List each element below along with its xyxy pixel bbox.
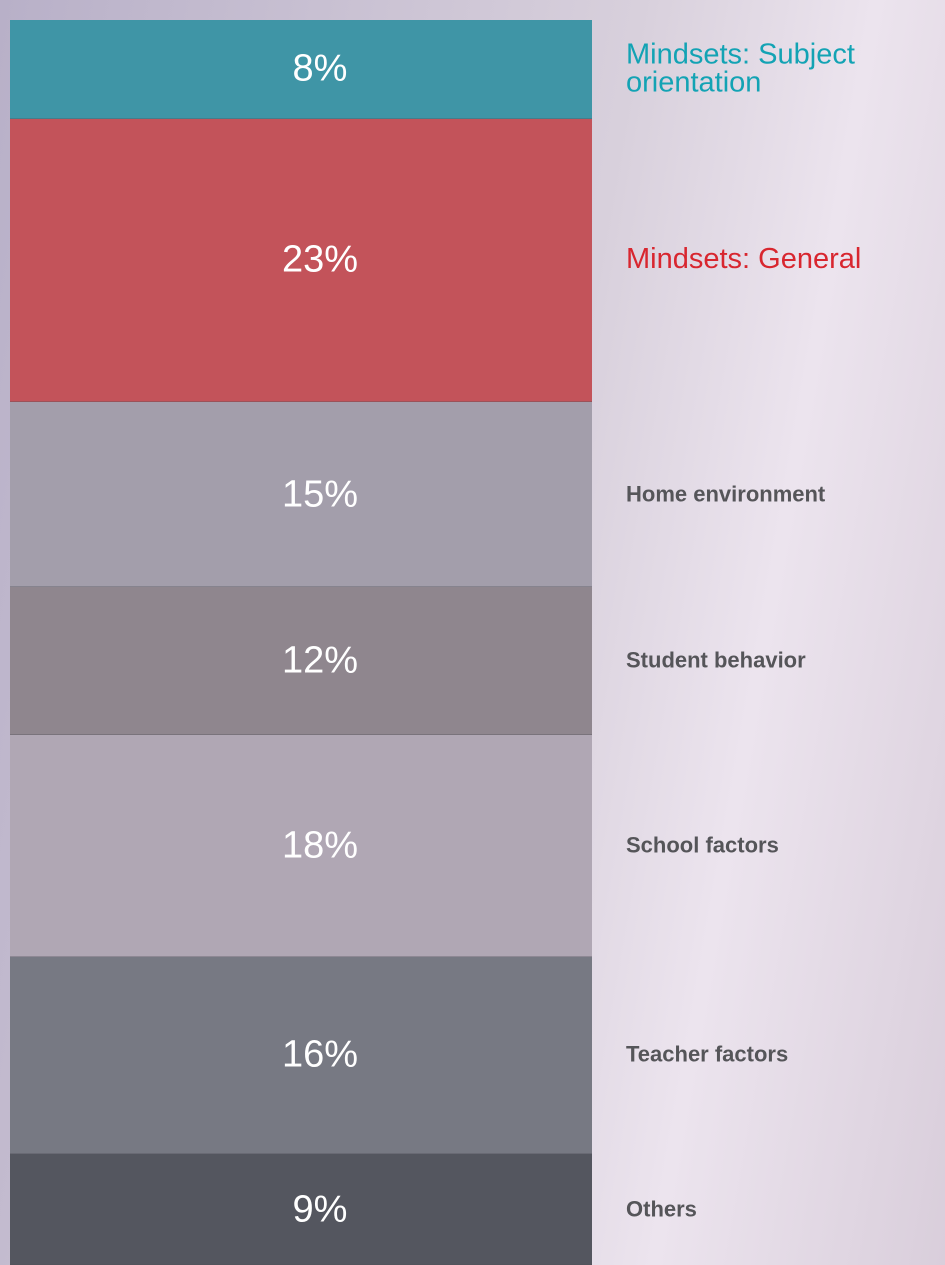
value-label: 12% bbox=[10, 639, 630, 682]
value-label: 15% bbox=[10, 473, 630, 516]
segment-label: Student behavior bbox=[626, 651, 941, 672]
value-label: 23% bbox=[10, 239, 630, 282]
segment-label: Home environment bbox=[626, 484, 941, 505]
value-label: 18% bbox=[10, 824, 630, 867]
segment-label: Others bbox=[626, 1199, 941, 1220]
value-label: 16% bbox=[10, 1034, 630, 1077]
segment-label: Teacher factors bbox=[626, 1045, 941, 1066]
segment-label: Mindsets: Subject orientation bbox=[626, 42, 941, 97]
segment-label: School factors bbox=[626, 835, 941, 856]
page: 8%Mindsets: Subject orientation 23%Mindse… bbox=[0, 0, 945, 1265]
segment-label: Mindsets: General bbox=[626, 247, 941, 275]
value-label: 9% bbox=[10, 1188, 630, 1231]
value-label: 8% bbox=[10, 48, 630, 91]
